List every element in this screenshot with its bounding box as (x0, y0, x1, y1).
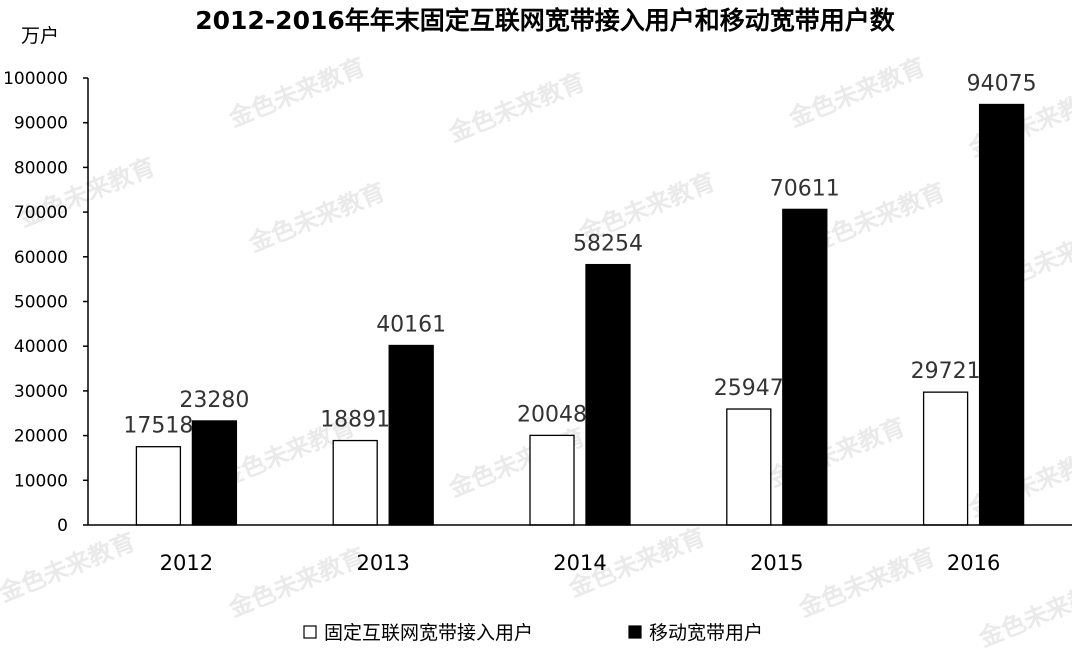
data-label-mobile: 58254 (573, 232, 643, 257)
y-tick-label: 70000 (14, 203, 68, 223)
y-tick-label: 40000 (14, 337, 68, 357)
bar-fixed-broadband (332, 439, 378, 526)
y-tick-label: 50000 (14, 293, 68, 313)
watermark-text: 金色未来教育 (224, 543, 369, 623)
x-axis-ticks: 2012 2013 2014 2015 2016 (160, 551, 1001, 575)
x-tick-label: 2014 (553, 551, 606, 575)
x-tick-label: 2013 (356, 551, 409, 575)
data-label-mobile: 40161 (376, 312, 446, 337)
bar-mobile-broadband (585, 263, 631, 526)
y-tick-label: 100000 (3, 69, 68, 89)
y-tick-label: 30000 (14, 382, 68, 402)
legend: 固定互联网宽带接入用户 移动宽带用户 (303, 622, 763, 644)
legend-label-mobile: 移动宽带用户 (649, 622, 763, 644)
y-tick-label: 60000 (14, 248, 68, 268)
legend-swatch-mobile (628, 625, 642, 639)
bar-mobile-broadband (388, 344, 434, 526)
legend-swatch-fixed (303, 625, 317, 639)
data-label-mobile: 23280 (179, 388, 249, 413)
watermark-text: 金色未来教育 (444, 68, 589, 148)
y-axis-ticks: 0 10000 20000 30000 40000 50000 60000 70000 8000… (3, 69, 88, 536)
chart-title: 2012-2016年年末固定互联网宽带接入用户和移动宽带用户数 (195, 6, 896, 35)
watermark-text: 金色未来教育 (0, 528, 139, 608)
bar-fixed-broadband (135, 446, 182, 526)
data-label-fixed: 29721 (911, 359, 981, 384)
data-label-fixed: 25947 (714, 376, 784, 401)
x-tick-label: 2016 (947, 551, 1000, 575)
y-tick-label: 10000 (14, 471, 68, 491)
x-tick-label: 2012 (160, 551, 213, 575)
data-label-mobile: 70611 (770, 176, 840, 201)
watermark-text: 金色未来教育 (244, 178, 389, 258)
y-tick-label: 80000 (14, 158, 68, 178)
y-tick-label: 90000 (14, 114, 68, 134)
bar-fixed-broadband (529, 434, 575, 526)
bar-fixed-broadband (726, 408, 772, 526)
data-label-mobile: 94075 (967, 71, 1037, 96)
bar-fixed-broadband (922, 391, 969, 526)
bar-mobile-broadband (978, 103, 1025, 526)
watermark-text: 金色未来教育 (224, 53, 369, 133)
data-label-fixed: 18891 (320, 408, 390, 433)
data-label-fixed: 20048 (517, 402, 587, 427)
legend-label-fixed: 固定互联网宽带接入用户 (324, 622, 533, 644)
data-label-fixed: 17518 (123, 414, 193, 439)
watermark-text: 金色未来教育 (784, 53, 929, 133)
bar-mobile-broadband (191, 420, 238, 526)
x-tick-label: 2015 (750, 551, 803, 575)
watermark-text: 金色未来教育 (794, 543, 939, 623)
watermark-text: 金色未来教育 (974, 573, 1072, 648)
y-tick-label: 20000 (14, 427, 68, 447)
bars (135, 103, 1025, 526)
y-axis-unit: 万户 (21, 25, 59, 47)
y-tick-label: 0 (57, 516, 68, 536)
bar-mobile-broadband (782, 208, 828, 526)
